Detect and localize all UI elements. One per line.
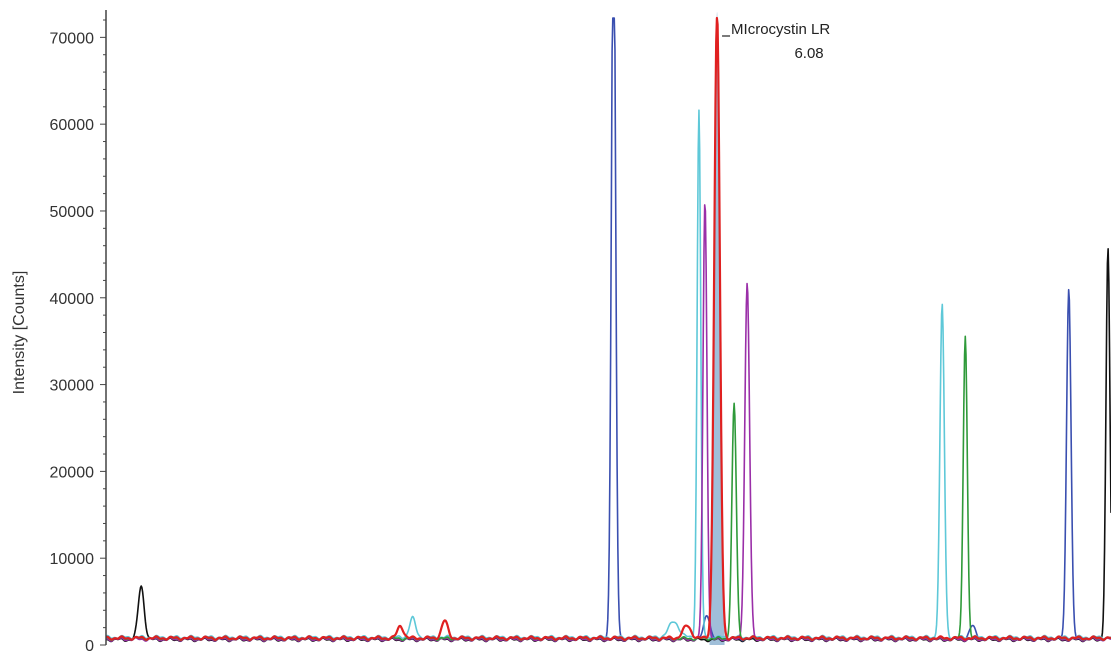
y-tick-label: 30000 — [50, 378, 95, 395]
y-tick-label: 70000 — [50, 30, 95, 47]
series-line-2 — [105, 17, 1111, 642]
y-tick-label: 40000 — [50, 291, 95, 308]
y-tick-label: 10000 — [50, 551, 95, 568]
series-layer — [105, 16, 1111, 643]
peak-annotation-rt: 6.08 — [794, 45, 823, 62]
y-tick-label: 60000 — [50, 117, 95, 134]
y-axis: 0 10000 20000 30000 40000 50000 60000 70000 — [50, 10, 107, 655]
peak-annotation-label: MIcrocystin LR — [731, 21, 830, 38]
y-tick-label: 50000 — [50, 204, 95, 221]
y-tick-label: 20000 — [50, 464, 95, 481]
peak-annotation: MIcrocystin LR 6.08 — [722, 21, 830, 62]
series-line-6 — [105, 16, 1111, 641]
y-axis-title: Intensity [Counts] — [11, 271, 28, 395]
y-tick-label: 0 — [85, 638, 94, 655]
